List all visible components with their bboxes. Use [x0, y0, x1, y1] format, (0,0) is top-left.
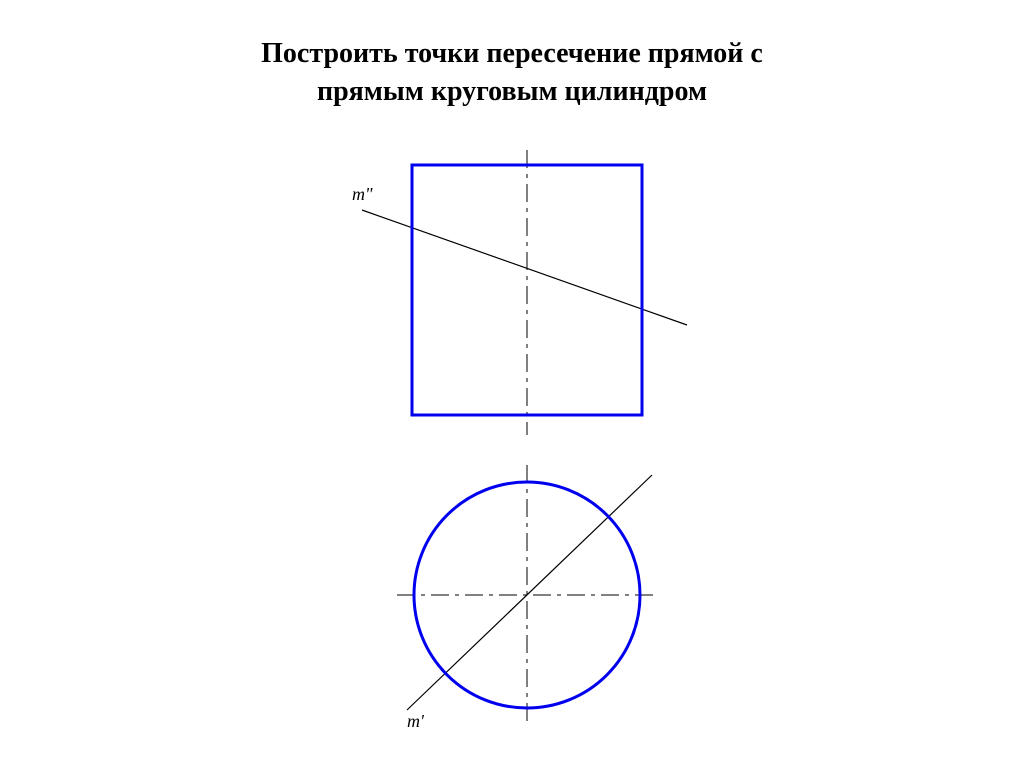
- projection-diagram: m" m': [292, 145, 732, 745]
- line-m-prime: [407, 475, 652, 710]
- label-m-prime: m': [407, 711, 425, 731]
- diagram-container: m" m': [292, 145, 732, 750]
- title-line-2: прямым круговым цилиндром: [317, 76, 707, 107]
- label-m-double-prime: m": [352, 184, 373, 204]
- page-title: Построить точки пересечение прямой с пря…: [0, 0, 1024, 111]
- title-line-1: Построить точки пересечение прямой с: [261, 38, 763, 69]
